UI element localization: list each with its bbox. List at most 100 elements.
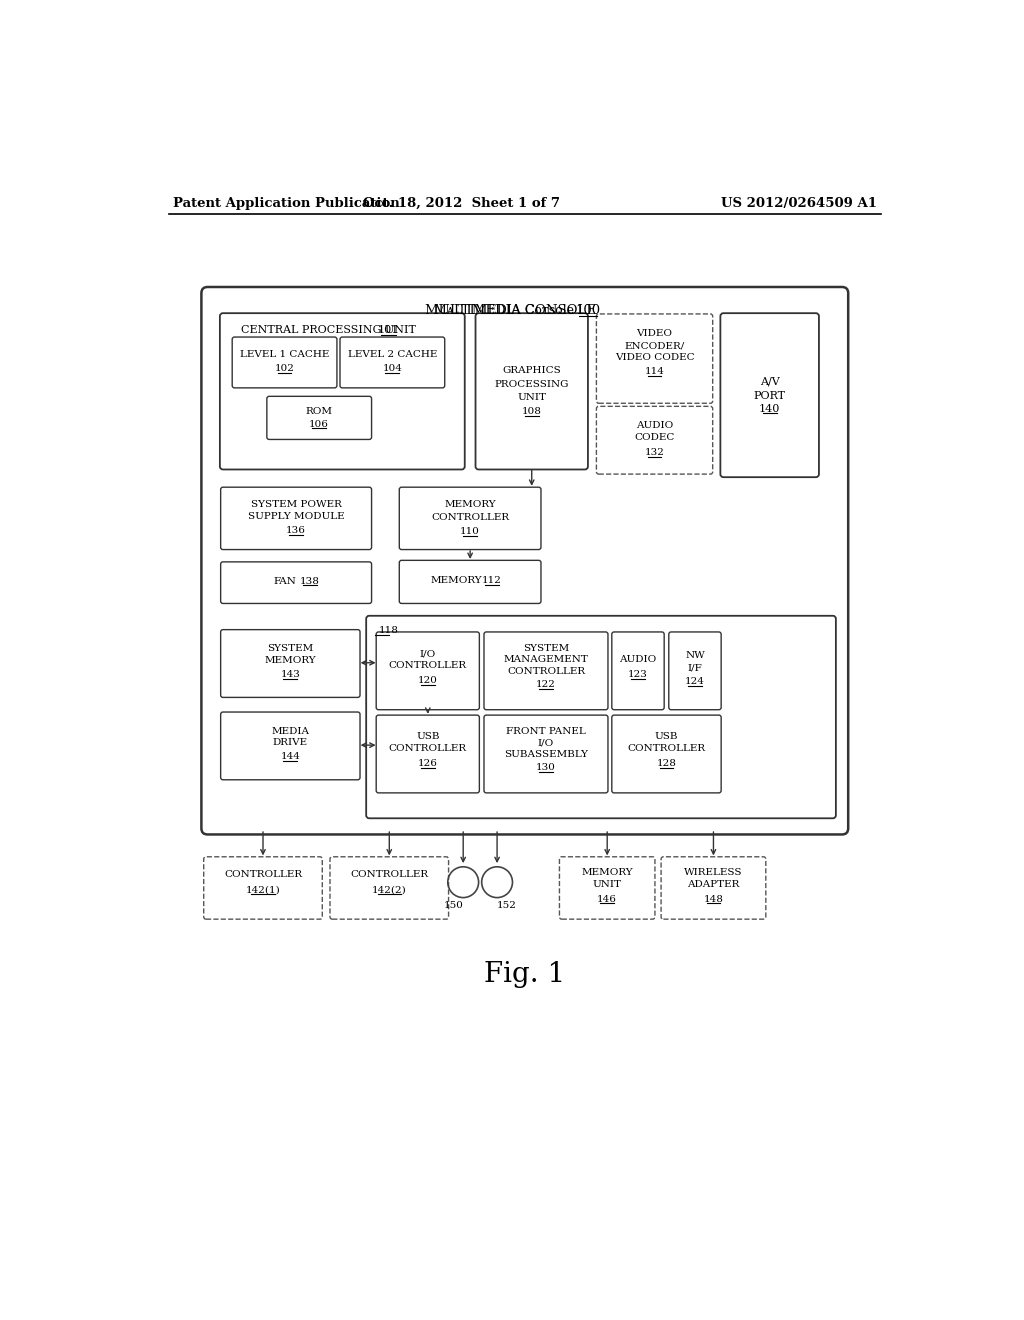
Text: CONTROLLER: CONTROLLER [389,744,467,754]
Text: CONTROLLER: CONTROLLER [431,512,509,521]
Text: 142(2): 142(2) [372,886,407,895]
Text: ADAPTER: ADAPTER [687,880,739,888]
FancyBboxPatch shape [330,857,449,919]
Text: 140: 140 [759,404,780,413]
Text: SYSTEM POWER: SYSTEM POWER [251,500,342,510]
FancyBboxPatch shape [611,632,665,710]
Text: 150: 150 [444,900,464,909]
Text: WIRELESS: WIRELESS [684,869,742,878]
Text: 128: 128 [656,759,677,768]
Text: LEVEL 2 CACHE: LEVEL 2 CACHE [348,350,437,359]
Text: 143: 143 [281,669,300,678]
Text: CONTROLLER: CONTROLLER [224,870,302,879]
FancyBboxPatch shape [399,487,541,549]
Text: I/O: I/O [420,649,436,657]
Text: 126: 126 [418,759,437,768]
Text: 123: 123 [628,669,648,678]
Text: USB: USB [654,733,678,741]
Text: ENCODER/: ENCODER/ [625,341,685,350]
Text: CODEC: CODEC [634,433,675,442]
Text: MᴀLTIMEDIA Cᴏᴛsole: MᴀLTIMEDIA Cᴏᴛsole [433,304,578,317]
Text: A/V: A/V [760,376,779,387]
FancyBboxPatch shape [220,487,372,549]
Text: 136: 136 [286,525,306,535]
Text: 138: 138 [300,577,319,586]
Text: LEVEL 1 CACHE: LEVEL 1 CACHE [240,350,330,359]
Text: 118: 118 [379,626,398,635]
Text: 110: 110 [460,528,480,536]
Text: Patent Application Publication: Patent Application Publication [173,197,399,210]
FancyBboxPatch shape [340,337,444,388]
Text: 100: 100 [575,304,600,317]
Text: 132: 132 [644,447,665,457]
Text: MEMORY: MEMORY [582,869,633,878]
Text: Fig. 1: Fig. 1 [484,961,565,989]
Text: DRIVE: DRIVE [272,738,308,747]
Text: CONTROLLER: CONTROLLER [628,744,706,754]
FancyBboxPatch shape [669,632,721,710]
Text: CONTROLLER: CONTROLLER [350,870,428,879]
FancyBboxPatch shape [232,337,337,388]
FancyBboxPatch shape [484,715,608,793]
Text: MEMORY: MEMORY [430,576,482,585]
Text: FRONT PANEL: FRONT PANEL [506,727,586,735]
Text: 104: 104 [382,364,402,374]
FancyBboxPatch shape [596,407,713,474]
Text: I/O: I/O [538,738,554,747]
Text: 112: 112 [481,576,502,585]
Text: I/F: I/F [687,664,702,673]
Text: 106: 106 [309,420,329,429]
Text: GRAPHICS: GRAPHICS [503,366,561,375]
Text: SYSTEM: SYSTEM [523,644,569,652]
Text: AUDIO: AUDIO [636,421,673,430]
FancyBboxPatch shape [376,715,479,793]
FancyBboxPatch shape [267,396,372,440]
Text: Oct. 18, 2012  Sheet 1 of 7: Oct. 18, 2012 Sheet 1 of 7 [364,197,560,210]
Text: ROM: ROM [306,408,333,416]
Text: MANAGEMENT: MANAGEMENT [504,655,589,664]
FancyBboxPatch shape [220,313,465,470]
Text: CENTRAL PROCESSING UNIT: CENTRAL PROCESSING UNIT [241,325,416,335]
FancyBboxPatch shape [475,313,588,470]
Text: 122: 122 [536,680,556,689]
Text: 114: 114 [644,367,665,376]
Text: VIDEO CODEC: VIDEO CODEC [614,352,694,362]
Text: 142(1): 142(1) [246,886,281,895]
Text: UNIT: UNIT [517,393,546,403]
Text: PORT: PORT [754,391,785,400]
Text: CONTROLLER: CONTROLLER [507,667,585,676]
Text: 120: 120 [418,676,437,685]
Text: 148: 148 [703,895,723,904]
FancyBboxPatch shape [596,314,713,404]
Text: FAN: FAN [273,577,297,586]
Text: SYSTEM: SYSTEM [267,644,313,653]
Text: 144: 144 [281,752,300,762]
FancyBboxPatch shape [484,632,608,710]
Text: NW: NW [685,651,705,660]
Text: AUDIO: AUDIO [620,655,656,664]
Text: UNIT: UNIT [593,880,622,888]
FancyBboxPatch shape [220,630,360,697]
FancyBboxPatch shape [399,561,541,603]
FancyBboxPatch shape [220,711,360,780]
Text: 101: 101 [378,325,399,335]
Text: 152: 152 [497,900,516,909]
FancyBboxPatch shape [204,857,323,919]
FancyBboxPatch shape [376,632,479,710]
Text: 146: 146 [597,895,617,904]
Text: MEMORY: MEMORY [264,656,316,665]
Text: 130: 130 [536,763,556,772]
FancyBboxPatch shape [559,857,655,919]
FancyBboxPatch shape [611,715,721,793]
Text: MULTIMEDIA CONSOLE: MULTIMEDIA CONSOLE [425,304,596,317]
FancyBboxPatch shape [720,313,819,478]
FancyBboxPatch shape [202,286,848,834]
Text: 102: 102 [274,364,295,374]
Text: 108: 108 [522,408,542,416]
Text: PROCESSING: PROCESSING [495,380,569,388]
Text: US 2012/0264509 A1: US 2012/0264509 A1 [722,197,878,210]
FancyBboxPatch shape [367,615,836,818]
Text: SUPPLY MODULE: SUPPLY MODULE [248,512,344,521]
Text: USB: USB [416,733,439,741]
FancyBboxPatch shape [220,562,372,603]
